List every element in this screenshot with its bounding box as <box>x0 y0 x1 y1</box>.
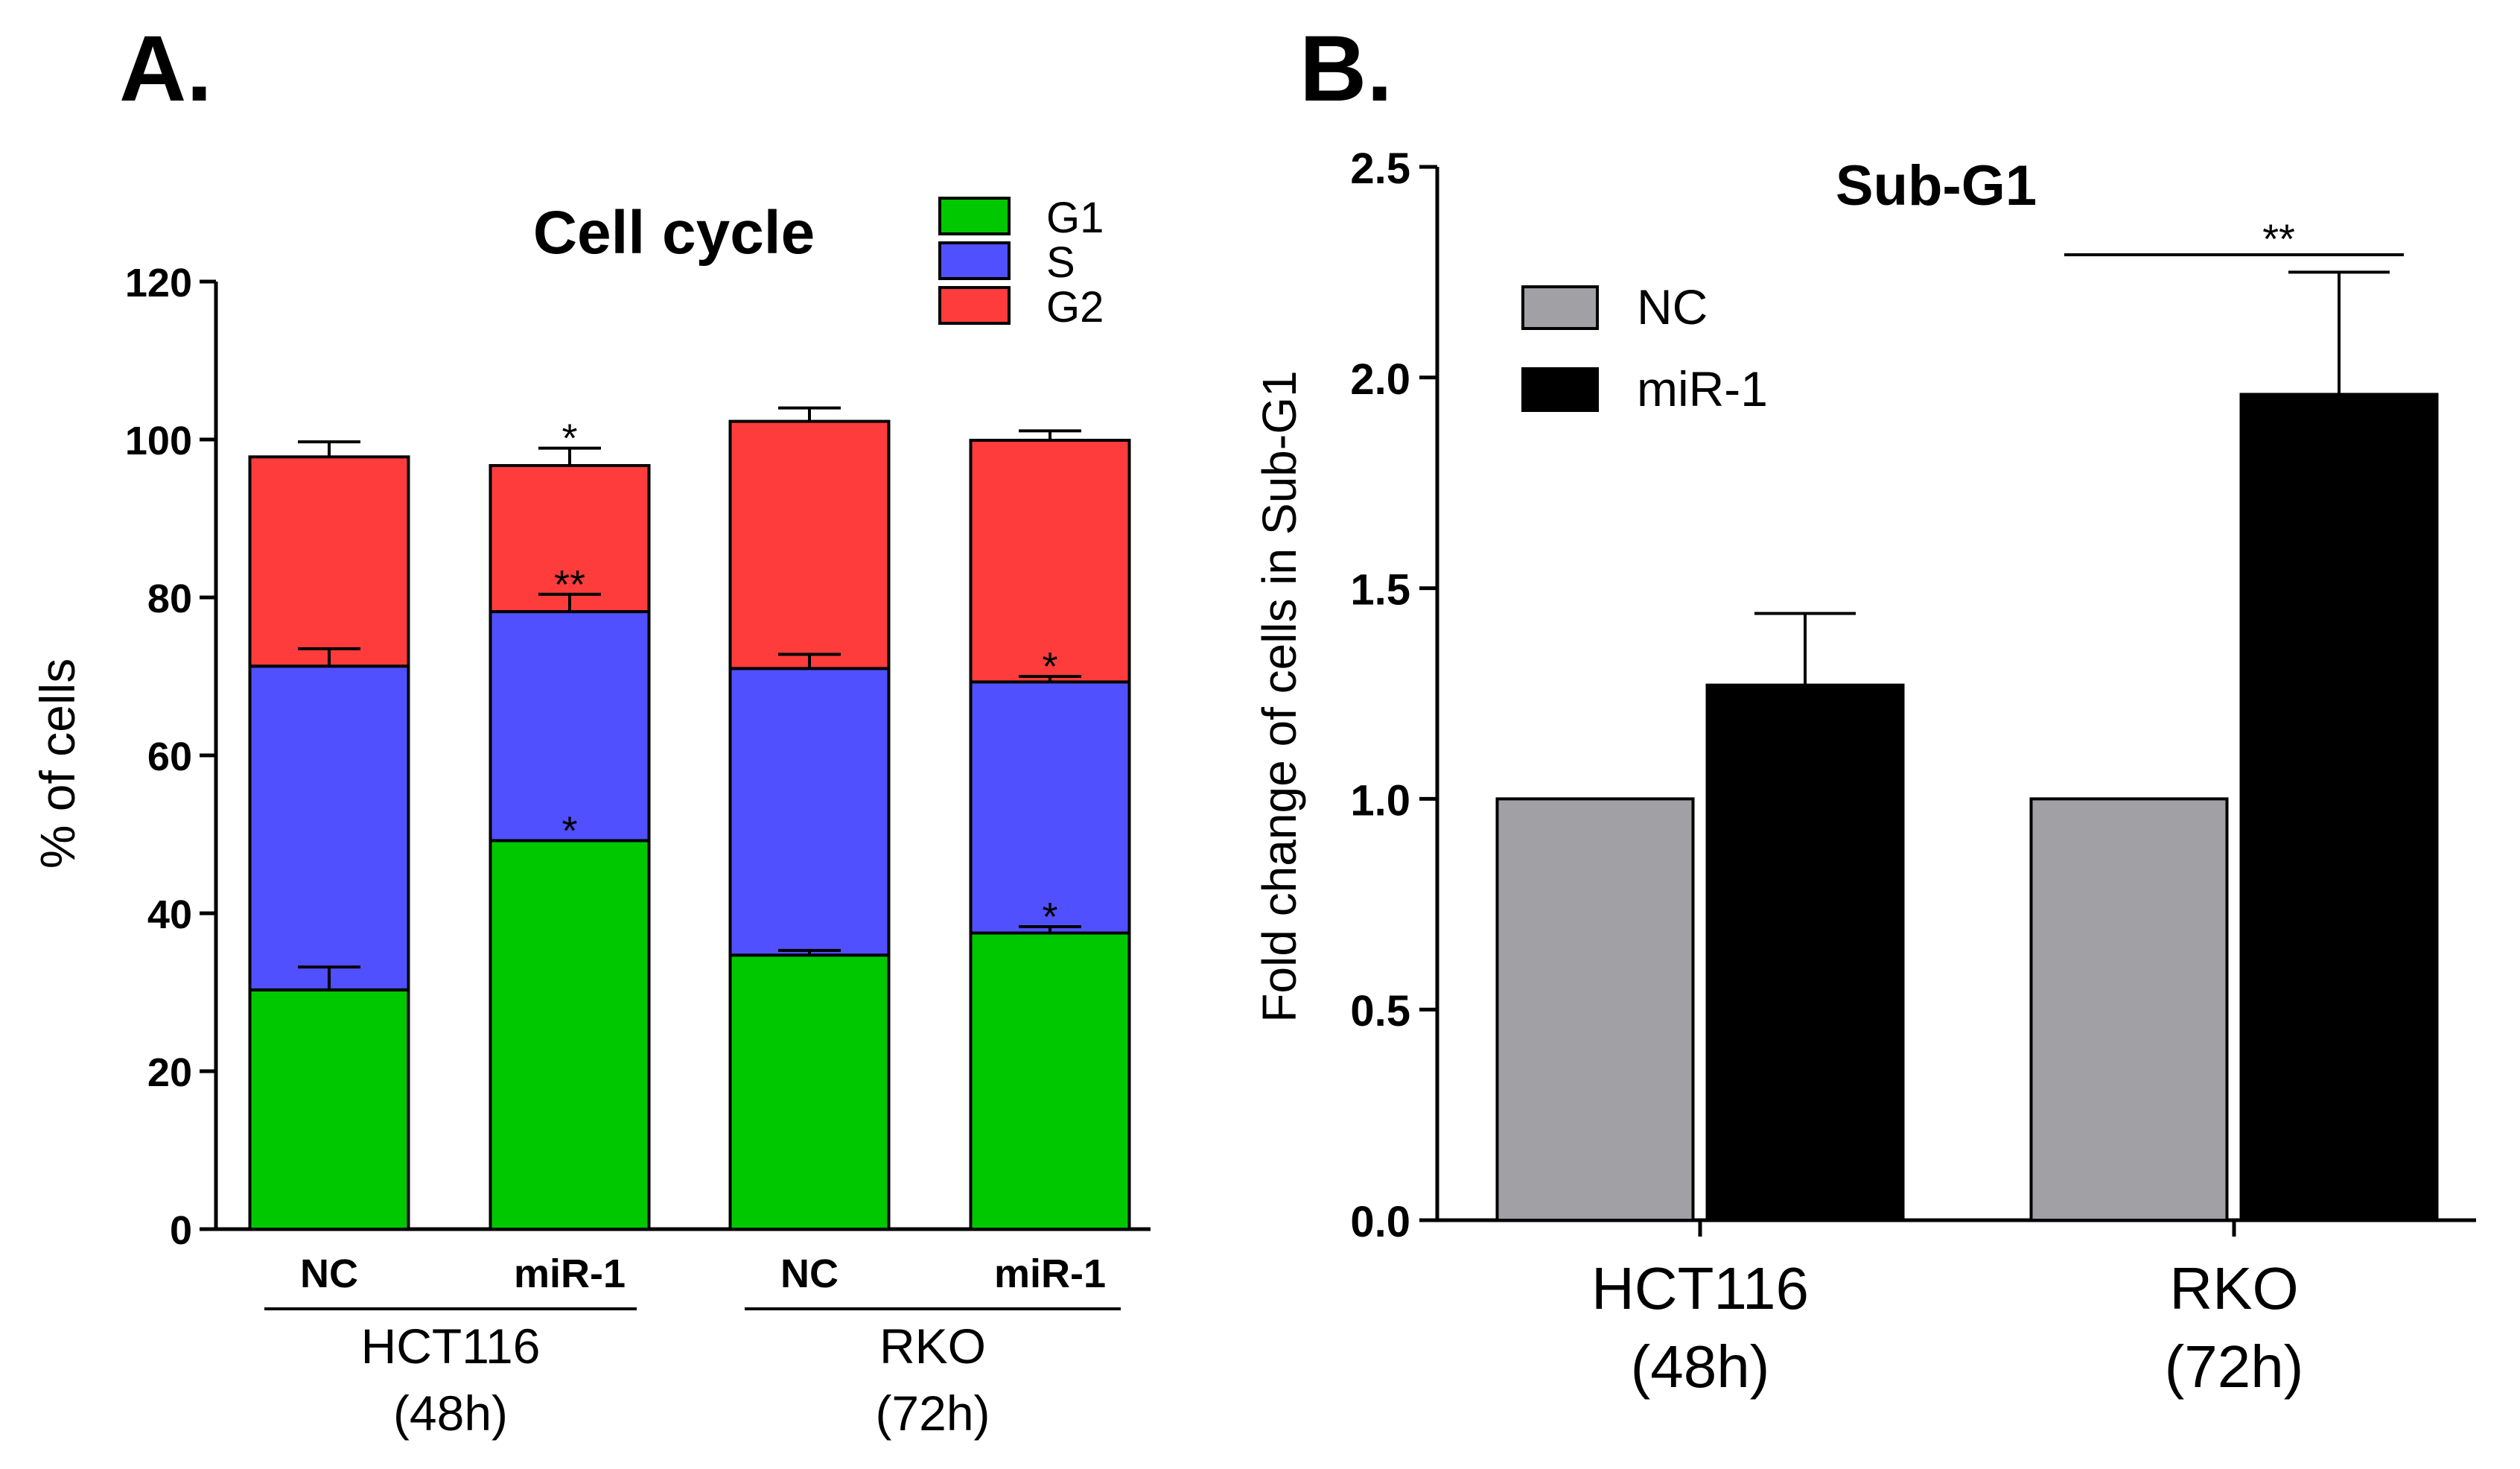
y-tick-label: 80 <box>147 577 192 621</box>
significance-marker: ** <box>554 562 585 607</box>
bar-g1-2 <box>489 839 651 1231</box>
significance-marker: * <box>1042 895 1057 939</box>
x-category-sublabel: (48h) <box>1631 1333 1770 1400</box>
bar-s-3 <box>728 667 891 957</box>
y-tick-label: 0.0 <box>1350 1198 1410 1246</box>
legend-label-g2: G2 <box>1046 283 1104 331</box>
legend-swatch-g1 <box>938 197 1011 235</box>
group-label: HCT116 <box>361 1319 541 1374</box>
x-category-label: RKO <box>2169 1255 2298 1322</box>
bar-g2-3 <box>728 419 891 670</box>
legend-swatch-mir-1 <box>1521 367 1599 412</box>
bar-g1-4 <box>969 931 1131 1231</box>
y-tick-label: 120 <box>125 261 192 305</box>
chart-a-title: Cell cycle <box>533 199 815 267</box>
significance-marker: * <box>1042 644 1057 689</box>
y-tick-label: 1.5 <box>1350 566 1410 615</box>
bar-g1-3 <box>728 954 891 1231</box>
significance-marker: * <box>561 808 577 853</box>
group-sublabel: (72h) <box>875 1386 990 1441</box>
bar-nc-1 <box>1495 797 1695 1222</box>
significance-marker: * <box>561 416 577 461</box>
chart-b-ylabel: Fold change of cells in Sub-G1 <box>1253 370 1306 1022</box>
x-category-sublabel: (72h) <box>2165 1333 2304 1400</box>
panel-b-label: B. <box>1299 17 1393 121</box>
chart-a-ylabel: % of cells <box>30 659 85 869</box>
legend-label-nc: NC <box>1637 279 1708 334</box>
bar-s-2 <box>489 610 651 843</box>
group-sublabel: (48h) <box>393 1386 508 1441</box>
bar-mir-1-1 <box>1705 683 1905 1222</box>
y-tick-label: 2.5 <box>1350 145 1410 193</box>
x-category-label: miR-1 <box>994 1251 1106 1296</box>
y-tick-label: 20 <box>147 1050 192 1095</box>
chart-b-title: Sub-G1 <box>1836 154 2037 218</box>
legend-swatch-g2 <box>938 286 1011 325</box>
y-tick-label: 2.0 <box>1350 355 1410 404</box>
legend-label-mir-1: miR-1 <box>1637 361 1768 416</box>
x-category-label: NC <box>300 1251 358 1296</box>
bar-mir-1-2 <box>2239 393 2439 1222</box>
legend-label-g1: G1 <box>1046 194 1104 242</box>
y-tick-label: 60 <box>147 734 192 779</box>
panel-a-label: A. <box>119 17 212 121</box>
legend-swatch-s <box>938 241 1011 280</box>
bar-s-1 <box>248 664 410 992</box>
chart-b: Sub-G1 Fold change of cells in Sub-G1 0.… <box>1253 145 2476 1400</box>
bar-g1-1 <box>248 988 410 1231</box>
y-tick-label: 1.0 <box>1350 776 1410 825</box>
y-tick-label: 40 <box>147 892 192 937</box>
legend-swatch-nc <box>1521 285 1599 330</box>
y-tick-label: 0.5 <box>1350 987 1410 1035</box>
significance-marker: ** <box>2262 215 2295 262</box>
bar-nc-2 <box>2029 797 2229 1222</box>
y-tick-label: 0 <box>170 1208 192 1253</box>
y-tick-label: 100 <box>125 419 192 463</box>
x-category-label: HCT116 <box>1591 1255 1809 1322</box>
legend-label-s: S <box>1046 238 1075 287</box>
group-label: RKO <box>879 1319 986 1374</box>
bar-g2-1 <box>248 455 410 668</box>
x-category-label: NC <box>780 1251 839 1296</box>
x-category-label: miR-1 <box>514 1251 626 1296</box>
bar-g2-2 <box>489 463 651 614</box>
